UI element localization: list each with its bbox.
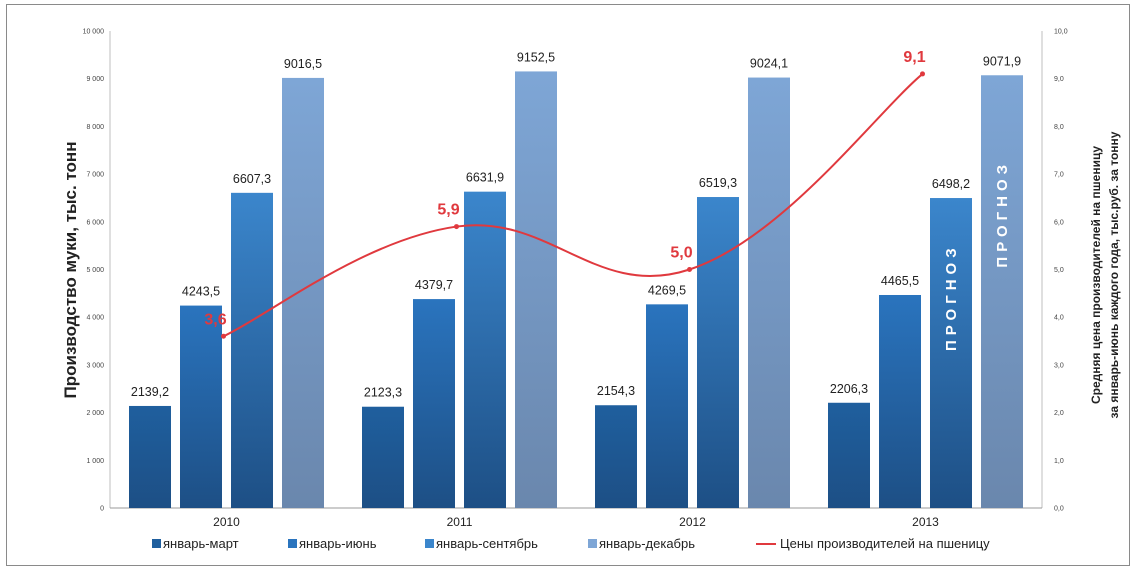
right-tick-label: 8,0: [1054, 124, 1064, 131]
bar-value-label: 4465,5: [881, 274, 919, 288]
legend-label-1: январь-июнь: [299, 536, 377, 551]
legend: январь-март январь-июнь январь-сентябрь янв…: [152, 536, 990, 551]
bar-2011-3: [515, 71, 557, 508]
bar-2013-1: [879, 294, 921, 508]
right-tick-label: 1,0: [1054, 458, 1064, 465]
left-tick-label: 8 000: [86, 124, 104, 131]
bar-2013-0: [828, 402, 870, 508]
bar-value-label: 2123,3: [364, 386, 402, 400]
bar-2012-3: [748, 77, 790, 509]
bar-value-label: 4269,5: [648, 283, 686, 297]
left-tick-label: 10 000: [83, 29, 105, 36]
bar-value-label: 4379,7: [415, 278, 453, 292]
legend-swatch-3: [588, 539, 597, 548]
forecast-label: ПРОГНОЗ: [943, 243, 960, 351]
bar-2010-2: [231, 192, 273, 508]
price-point: [687, 267, 692, 272]
category-label: 2013: [912, 515, 939, 529]
bar-value-label: 9071,9: [983, 54, 1021, 68]
bar-2011-0: [362, 406, 404, 508]
bar-value-label: 2139,2: [131, 385, 169, 399]
bar-2013-3: [981, 75, 1023, 508]
bar-2011-1: [413, 299, 455, 508]
bar-2010-3: [282, 77, 324, 508]
bar-value-label: 9152,5: [517, 50, 555, 64]
bar-value-label: 6498,2: [932, 177, 970, 191]
price-value-label: 5,0: [670, 245, 692, 262]
bar-value-label: 9024,1: [750, 57, 788, 71]
left-tick-label: 9 000: [86, 76, 104, 83]
price-point: [454, 224, 459, 230]
bar-2010-0: [129, 405, 171, 508]
category-labels-group: 2010 2011 2012 2013: [213, 515, 939, 529]
price-point: [920, 71, 925, 77]
bar-value-label: 6519,3: [699, 176, 737, 190]
bar-2011-2: [464, 191, 506, 508]
forecast-labels-group: ПРОГНОЗ ПРОГНОЗ: [943, 160, 1011, 351]
bar-2010-1: [180, 305, 222, 508]
legend-swatch-2: [425, 539, 434, 548]
bar-2012-0: [595, 405, 637, 508]
right-tick-label: 2,0: [1054, 410, 1064, 417]
right-tick-label: 10,0: [1054, 29, 1068, 36]
bar-2012-1: [646, 304, 688, 508]
bar-2013-2: [930, 198, 972, 508]
legend-label-line: Цены производителей на пшеницу: [780, 536, 990, 551]
bar-value-label: 6607,3: [233, 172, 271, 186]
right-axis-title-line-1: Средняя цена производителей на пшеницу: [1089, 146, 1103, 404]
price-points-group: 3,6 5,9 5,0 9,1: [204, 49, 926, 339]
bar-labels-group: 2139,2 4243,5 6607,3 9016,5 2123,3 4379,7 6631…: [131, 50, 1021, 399]
category-label: 2010: [213, 515, 240, 529]
left-tick-label: 5 000: [86, 267, 104, 274]
right-tick-label: 0,0: [1054, 506, 1064, 513]
left-tick-label: 1 000: [86, 458, 104, 465]
price-value-label: 3,6: [204, 311, 226, 328]
legend-swatch-1: [288, 539, 297, 548]
right-axis-ticks: 0,0 1,0 2,0 3,0 4,0 5,0 6,0 7,0 8,0 9,0 10,0: [1054, 29, 1068, 513]
right-tick-label: 7,0: [1054, 172, 1064, 179]
bars-group: [129, 71, 1023, 509]
left-tick-label: 3 000: [86, 362, 104, 369]
bar-value-label: 2206,3: [830, 382, 868, 396]
category-label: 2011: [447, 515, 473, 529]
bar-value-label: 6631,9: [466, 171, 504, 185]
right-tick-label: 5,0: [1054, 267, 1064, 274]
category-label: 2012: [679, 515, 706, 529]
forecast-label: ПРОГНОЗ: [994, 160, 1011, 268]
left-tick-label: 4 000: [86, 315, 104, 322]
bar-value-label: 4243,5: [182, 285, 220, 299]
legend-label-3: январь-декабрь: [599, 536, 695, 551]
legend-label-2: январь-сентябрь: [436, 536, 538, 551]
left-axis-ticks: 0 1 000 2 000 3 000 4 000 5 000 6 000 7 000 8 00…: [83, 29, 105, 513]
right-tick-label: 9,0: [1054, 76, 1064, 83]
price-value-label: 5,9: [437, 202, 459, 219]
bar-2012-2: [697, 197, 739, 508]
legend-label-0: январь-март: [163, 536, 239, 551]
left-tick-label: 7 000: [86, 172, 104, 179]
left-tick-label: 0: [100, 506, 104, 513]
price-line: [223, 73, 924, 338]
right-tick-label: 3,0: [1054, 362, 1064, 369]
right-axis-title-line-2: за январь-июнь каждого года, тыс.руб. за…: [1107, 131, 1121, 418]
left-tick-label: 2 000: [86, 410, 104, 417]
left-tick-label: 6 000: [86, 219, 104, 226]
right-tick-label: 4,0: [1054, 315, 1064, 322]
y-axis-title: Производство муки, тыс. тонн: [61, 142, 80, 399]
bar-value-label: 2154,3: [597, 384, 635, 398]
price-value-label: 9,1: [903, 49, 925, 66]
right-tick-label: 6,0: [1054, 219, 1064, 226]
price-point: [221, 333, 226, 339]
bar-value-label: 9016,5: [284, 57, 322, 71]
legend-swatch-0: [152, 539, 161, 548]
